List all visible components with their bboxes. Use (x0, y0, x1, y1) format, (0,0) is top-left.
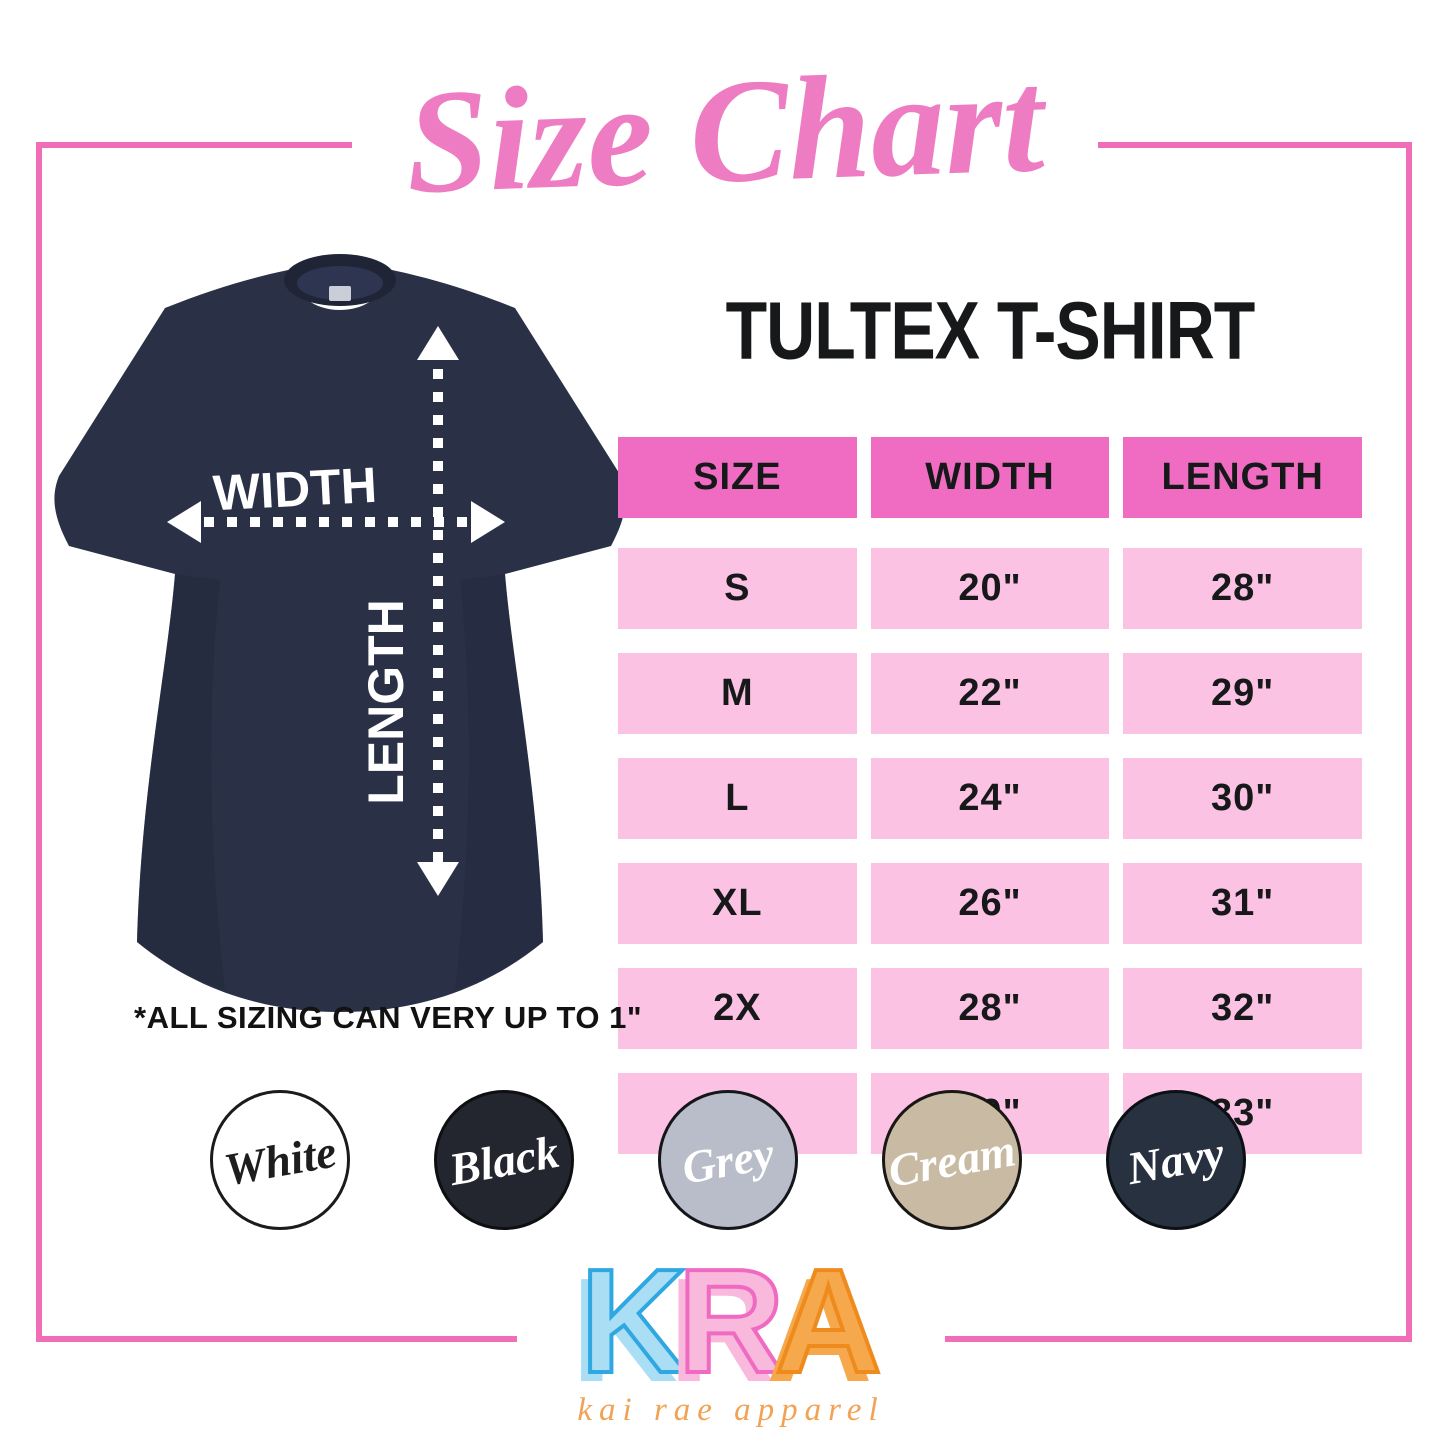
width-cell: 22" (870, 653, 1110, 734)
width-cell: 26" (870, 863, 1110, 944)
color-swatches: White Black Grey Cream Navy (210, 1088, 1246, 1232)
width-label: WIDTH (212, 457, 379, 521)
page-title-text: Size Chart (403, 38, 1047, 226)
swatch-grey: Grey (658, 1090, 798, 1230)
width-cell: 28" (870, 968, 1110, 1049)
table-row: L 24" 30" (618, 758, 1362, 839)
swatch-cream: Cream (882, 1090, 1022, 1230)
size-cell: S (618, 548, 857, 629)
size-table: SIZE WIDTH LENGTH S 20" 28" M 22" 29" L … (618, 437, 1362, 1178)
tshirt-shading (137, 574, 225, 990)
width-arrowhead-left (167, 501, 201, 543)
width-arrowhead-right (471, 501, 505, 543)
tshirt-neck-label (329, 286, 351, 301)
width-cell: 20" (870, 548, 1110, 629)
swatch-navy: Navy (1106, 1090, 1246, 1230)
brand-letter-a: A (773, 1239, 884, 1404)
column-header-width: WIDTH (870, 437, 1110, 518)
length-cell: 28" (1123, 548, 1362, 629)
product-heading: TULTEX T-SHIRT (618, 285, 1362, 376)
tshirt-collar-inner (297, 266, 383, 300)
swatch-label: Cream (884, 1123, 1020, 1197)
column-header-length: LENGTH (1123, 437, 1362, 518)
length-label: LENGTH (358, 599, 414, 805)
size-cell: M (618, 653, 857, 734)
table-row: M 22" 29" (618, 653, 1362, 734)
swatch-label: Navy (1123, 1126, 1229, 1194)
swatch-label: White (220, 1125, 340, 1195)
table-row: XL 26" 31" (618, 863, 1362, 944)
brand-letter-k: K (578, 1239, 689, 1404)
width-cell: 24" (870, 758, 1110, 839)
size-table-header-row: SIZE WIDTH LENGTH (618, 437, 1362, 518)
length-arrowhead-bottom (417, 862, 459, 896)
brand-letter-r: R (676, 1239, 787, 1404)
length-cell: 32" (1123, 968, 1362, 1049)
swatch-white: White (210, 1090, 350, 1230)
size-cell: L (618, 758, 857, 839)
page-title: Size Chart (352, 10, 1098, 254)
brand-tagline: kai rae apparel (577, 1392, 885, 1428)
swatch-black: Black (434, 1090, 574, 1230)
size-cell: XL (618, 863, 857, 944)
brand-letters: K R A (578, 1239, 884, 1404)
tshirt-measurement-diagram: WIDTH LENGTH (54, 254, 626, 1012)
product-heading-text: TULTEX T-SHIRT (725, 285, 1256, 377)
length-cell: 30" (1123, 758, 1362, 839)
swatch-label: Grey (678, 1126, 778, 1194)
swatch-label: Black (445, 1125, 563, 1195)
brand-logo: K R A kai rae apparel (517, 1240, 945, 1445)
column-header-size: SIZE (618, 437, 857, 518)
table-row: S 20" 28" (618, 548, 1362, 629)
size-cell: 2X (618, 968, 857, 1049)
length-cell: 31" (1123, 863, 1362, 944)
sizing-note: *ALL SIZING CAN VERY UP TO 1" (134, 1000, 643, 1035)
length-arrowhead-top (417, 326, 459, 360)
table-row: 2X 28" 32" (618, 968, 1362, 1049)
tshirt-shading-right (455, 574, 543, 990)
length-cell: 29" (1123, 653, 1362, 734)
